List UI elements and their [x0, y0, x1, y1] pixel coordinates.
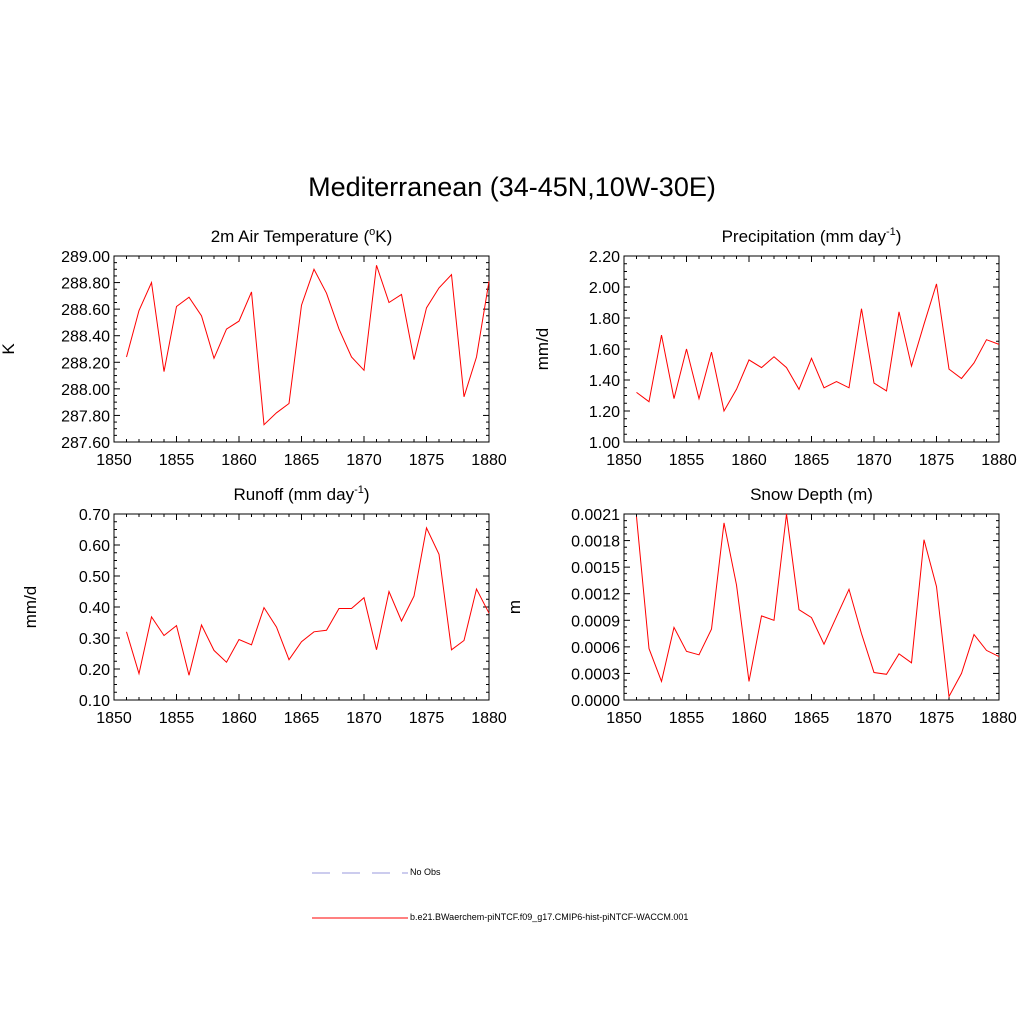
main-title: Mediterranean (34-45N,10W-30E)	[308, 172, 716, 202]
y-tick-label: 0.0009	[571, 613, 620, 630]
y-tick-label: 0.40	[79, 600, 110, 617]
y-axis-label: mm/d	[21, 586, 40, 629]
panel-title: Runoff (mm day-1)	[233, 484, 369, 504]
y-tick-label: 287.60	[61, 435, 110, 452]
x-tick-label: 1870	[346, 710, 382, 727]
x-tick-label: 1880	[471, 710, 507, 727]
y-axis-label: mm/d	[533, 328, 552, 371]
y-tick-label: 0.0012	[571, 587, 620, 604]
y-tick-label: 2.20	[589, 249, 620, 266]
y-tick-label: 1.00	[589, 435, 620, 452]
y-tick-label: 288.60	[61, 302, 110, 319]
chart-panel-4: 1850 1855 1860 1865 1870 1875 1880 0.0000 0.0003…	[505, 485, 1017, 727]
x-tick-label: 1860	[221, 710, 257, 727]
y-tick-label: 288.80	[61, 276, 110, 293]
x-tick-label: 1865	[284, 710, 320, 727]
y-tick-label: 288.40	[61, 329, 110, 346]
series-line	[636, 283, 1000, 413]
series-line	[636, 513, 1000, 699]
x-tick-label: 1855	[159, 452, 195, 469]
panel-title: Precipitation (mm day-1)	[722, 226, 902, 246]
chart-panel-3: 1850 1855 1860 1865 1870 1875 1880 0.10 0.20 0.30…	[21, 484, 507, 727]
y-tick-label: 287.80	[61, 408, 110, 425]
y-axis-label: m	[505, 600, 524, 614]
x-tick-label: 1850	[606, 452, 642, 469]
y-tick-label: 0.0003	[571, 666, 620, 683]
x-tick-label: 1865	[794, 710, 830, 727]
y-tick-label: 1.40	[589, 373, 620, 390]
y-tick-label: 1.60	[589, 342, 620, 359]
legend-model-label: b.e21.BWaerchem-piNTCF.f09_g17.CMIP6-his…	[410, 912, 689, 922]
x-tick-label: 1875	[919, 452, 955, 469]
x-tick-label: 1860	[731, 710, 767, 727]
y-tick-label: 0.0021	[571, 507, 620, 524]
series-line	[126, 265, 490, 426]
y-tick-label: 0.20	[79, 662, 110, 679]
y-tick-label: 1.20	[589, 404, 620, 421]
y-tick-label: 0.30	[79, 631, 110, 648]
y-tick-label: 0.10	[79, 693, 110, 710]
x-tick-label: 1865	[284, 452, 320, 469]
x-tick-label: 1855	[669, 710, 705, 727]
x-tick-label: 1875	[919, 710, 955, 727]
x-tick-label: 1870	[856, 452, 892, 469]
x-tick-label: 1850	[96, 452, 132, 469]
y-tick-label: 0.0015	[571, 560, 620, 577]
series-line	[126, 526, 490, 676]
panel-title: 2m Air Temperature (oK)	[211, 226, 393, 246]
y-tick-label: 1.80	[589, 311, 620, 328]
x-tick-label: 1850	[606, 710, 642, 727]
x-tick-label: 1880	[471, 452, 507, 469]
x-tick-label: 1880	[981, 452, 1017, 469]
x-tick-label: 1860	[221, 452, 257, 469]
x-tick-label: 1855	[159, 710, 195, 727]
chart-panel-1: 1850 1855 1860 1865 1870 1875 1880 287.60 287.80…	[0, 226, 507, 469]
x-tick-label: 1855	[669, 452, 705, 469]
y-tick-label: 0.0000	[571, 693, 620, 710]
x-tick-label: 1860	[731, 452, 767, 469]
y-tick-label: 0.50	[79, 569, 110, 586]
y-tick-label: 2.00	[589, 280, 620, 297]
y-tick-label: 0.0006	[571, 640, 620, 657]
y-tick-label: 0.70	[79, 507, 110, 524]
y-axis-label: K	[0, 343, 18, 355]
panel-title: Snow Depth (m)	[750, 485, 873, 504]
y-tick-label: 288.20	[61, 355, 110, 372]
x-tick-label: 1875	[409, 710, 445, 727]
x-tick-label: 1875	[409, 452, 445, 469]
y-tick-label: 0.0018	[571, 534, 620, 551]
y-tick-label: 288.00	[61, 382, 110, 399]
x-tick-label: 1880	[981, 710, 1017, 727]
x-tick-label: 1870	[856, 710, 892, 727]
x-tick-label: 1870	[346, 452, 382, 469]
legend-no-obs-label: No Obs	[410, 867, 441, 877]
x-tick-label: 1850	[96, 710, 132, 727]
y-tick-label: 0.60	[79, 538, 110, 555]
y-tick-label: 289.00	[61, 249, 110, 266]
x-tick-label: 1865	[794, 452, 830, 469]
chart-panel-2: 1850 1855 1860 1865 1870 1875 1880 1.00 1.20 1.40…	[533, 226, 1017, 469]
